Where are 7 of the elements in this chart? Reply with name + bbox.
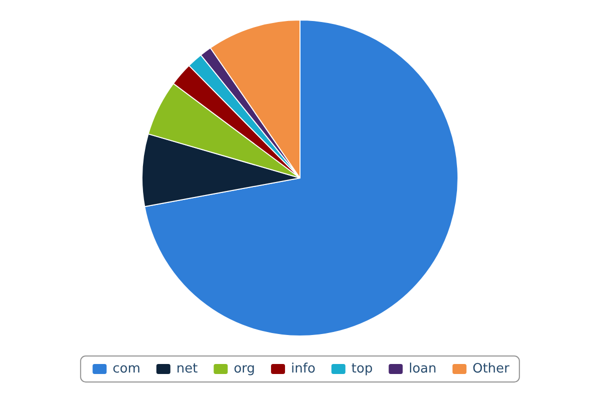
legend-label: info: [291, 362, 316, 376]
legend-label: Other: [472, 362, 510, 376]
legend-label: net: [176, 362, 198, 376]
legend-label: top: [351, 362, 373, 376]
legend-label: org: [234, 362, 256, 376]
legend-label: com: [112, 362, 140, 376]
legend-label: loan: [408, 362, 436, 376]
